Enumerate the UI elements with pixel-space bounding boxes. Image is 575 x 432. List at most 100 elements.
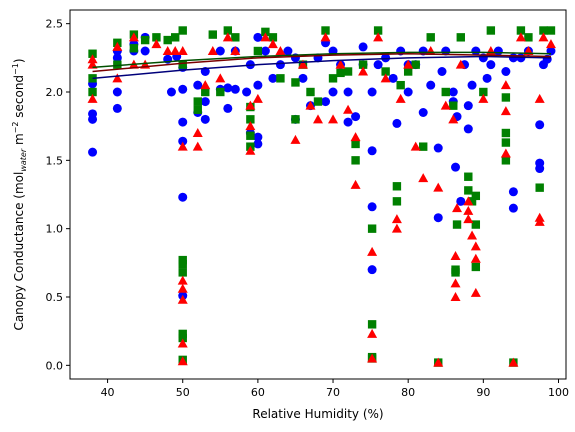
data-point-square <box>403 67 413 76</box>
data-point-triangle <box>343 104 354 114</box>
data-point-triangle <box>410 141 421 151</box>
data-point-triangle <box>151 39 162 49</box>
data-point-triangle <box>391 223 402 233</box>
data-point-triangle <box>538 32 549 42</box>
data-point-circle <box>451 162 461 172</box>
data-point-square <box>456 33 465 42</box>
data-point-triangle <box>450 292 461 301</box>
data-point-circle <box>433 143 443 153</box>
data-point-circle <box>253 139 263 149</box>
data-point-triangle <box>305 100 316 110</box>
data-point-square <box>178 268 187 277</box>
x-axis-label: Relative Humidity (%) <box>252 407 383 421</box>
data-point-triangle <box>260 32 271 42</box>
data-point-triangle <box>403 59 414 69</box>
data-point-square <box>171 33 180 42</box>
data-point-circle <box>328 87 338 97</box>
data-point-triangle <box>222 32 233 42</box>
data-point-square <box>201 87 210 97</box>
data-point-triangle <box>433 357 444 367</box>
data-point-square <box>479 87 488 97</box>
data-point-triangle <box>478 93 489 103</box>
data-point-square <box>336 68 345 78</box>
data-point-square <box>392 182 402 191</box>
data-point-triangle <box>192 128 203 137</box>
data-point-triangle <box>200 80 211 90</box>
data-point-square <box>163 35 172 45</box>
data-point-square <box>358 60 368 69</box>
x-tick-label: 40 <box>101 386 115 399</box>
data-point-square <box>501 138 511 147</box>
data-point-circle <box>482 73 492 83</box>
x-tick-label: 100 <box>548 386 569 399</box>
data-point-triangle <box>335 59 346 69</box>
data-point-square <box>449 101 458 110</box>
data-point-triangle <box>470 253 481 263</box>
data-point-square <box>546 26 556 35</box>
data-point-triangle <box>463 196 474 206</box>
data-point-triangle <box>500 80 511 90</box>
data-point-square <box>129 44 139 53</box>
x-tick-label: 60 <box>251 386 265 399</box>
y-axis-ticks: 0.0 0.5 1.0 1.5 2.0 2.5 <box>46 18 70 372</box>
x-tick-label: 70 <box>326 386 340 399</box>
data-point-circle <box>112 103 122 113</box>
data-point-triangle <box>275 46 286 55</box>
data-point-circle <box>508 187 518 197</box>
data-point-square <box>113 60 122 69</box>
data-point-circle <box>88 109 98 119</box>
data-point-square <box>367 224 377 233</box>
data-point-circle <box>275 60 285 70</box>
data-point-square <box>441 87 450 97</box>
data-point-triangle <box>508 357 519 367</box>
data-point-triangle <box>358 66 369 76</box>
data-point-triangle <box>350 132 361 142</box>
data-point-square <box>268 33 278 42</box>
data-point-square <box>501 156 511 165</box>
data-point-circle <box>260 46 270 56</box>
data-point-triangle <box>373 32 384 42</box>
data-point-triangle <box>112 73 123 83</box>
data-point-triangle <box>391 214 402 224</box>
data-point-triangle <box>162 46 173 55</box>
data-point-circle <box>351 112 361 122</box>
data-point-circle <box>418 108 428 117</box>
data-point-triangle <box>177 275 188 285</box>
data-point-circle <box>426 80 436 90</box>
data-point-circle <box>367 265 377 275</box>
data-points <box>87 26 556 367</box>
data-point-square <box>486 26 496 35</box>
data-point-square <box>343 67 353 76</box>
data-point-triangle <box>418 173 429 183</box>
data-point-triangle <box>534 93 545 103</box>
data-point-triangle <box>207 46 218 55</box>
data-point-circle <box>253 132 263 142</box>
data-point-circle <box>223 83 233 93</box>
data-point-triangle <box>177 338 188 348</box>
data-point-triangle <box>128 32 139 42</box>
data-point-triangle <box>328 114 339 124</box>
data-point-square <box>178 60 187 69</box>
data-point-square <box>451 268 460 277</box>
data-point-triangle <box>112 41 123 51</box>
data-point-square <box>223 26 233 35</box>
data-point-square <box>471 220 481 229</box>
data-point-triangle <box>433 182 444 192</box>
data-point-triangle <box>470 241 481 251</box>
data-point-square <box>367 320 377 329</box>
data-point-triangle <box>297 59 308 69</box>
data-point-circle <box>268 73 278 83</box>
data-point-triangle <box>455 59 466 69</box>
data-point-square <box>471 191 481 201</box>
data-point-triangle <box>450 278 461 288</box>
data-point-square <box>524 33 533 42</box>
data-point-square <box>88 87 97 97</box>
data-point-circle <box>200 114 210 124</box>
data-point-circle <box>367 146 377 156</box>
trend-lines <box>92 51 551 80</box>
data-point-triangle <box>367 353 378 363</box>
data-point-square <box>140 35 150 45</box>
data-point-triangle <box>177 141 188 151</box>
data-point-triangle <box>470 287 481 297</box>
